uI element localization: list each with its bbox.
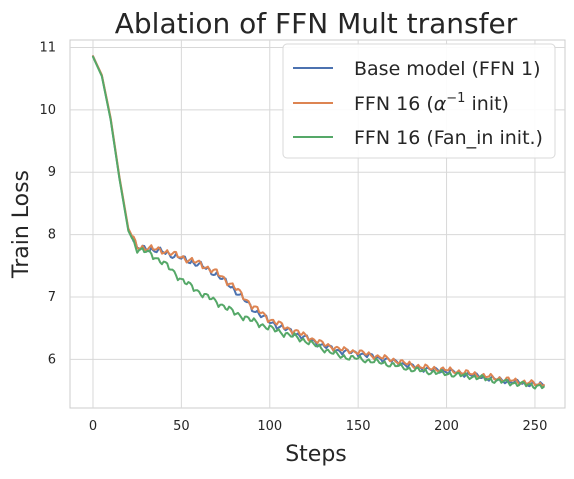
series-line xyxy=(91,55,545,390)
legend-box xyxy=(282,43,556,159)
legend-label-ffn16-alpha: FFN 16 (α−1 init) xyxy=(354,91,509,115)
x-tick-label: 200 xyxy=(434,419,459,434)
y-tick-label: 6 xyxy=(48,352,56,367)
legend-label-base-model: Base model (FFN 1) xyxy=(354,58,541,80)
legend-label-ffn16-alpha-main: FFN 16 ( xyxy=(354,93,434,115)
x-tick-label: 250 xyxy=(523,419,548,434)
x-tick-label: 0 xyxy=(89,419,97,434)
y-tick-label: 10 xyxy=(39,103,56,118)
x-axis-label: Steps xyxy=(285,442,347,467)
y-tick-label: 11 xyxy=(39,40,56,55)
tick-layer: 0 50 100 150 200 250 6 7 8 9 10 11 xyxy=(39,40,547,434)
legend-label-ffn16-alpha-symbol: α xyxy=(434,93,447,115)
y-axis-label: Train Loss xyxy=(9,170,34,279)
series-line xyxy=(91,55,545,388)
chart-title: Ablation of FFN Mult transfer xyxy=(115,7,518,40)
grid-layer xyxy=(70,40,565,408)
y-tick-label: 9 xyxy=(48,165,56,180)
series-layer xyxy=(91,55,545,390)
legend: Base model (FFN 1) FFN 16 (α−1 init) FFN… xyxy=(282,43,556,159)
x-tick-label: 150 xyxy=(346,419,371,434)
legend-label-ffn16-fanin: FFN 16 (Fan_in init.) xyxy=(354,127,543,149)
legend-label-ffn16-alpha-tail: init) xyxy=(465,93,509,115)
x-tick-label: 50 xyxy=(173,419,190,434)
legend-label-ffn16-alpha-sup: −1 xyxy=(446,91,465,106)
y-tick-label: 8 xyxy=(48,228,56,243)
y-tick-label: 7 xyxy=(48,290,56,305)
x-tick-label: 100 xyxy=(257,419,282,434)
